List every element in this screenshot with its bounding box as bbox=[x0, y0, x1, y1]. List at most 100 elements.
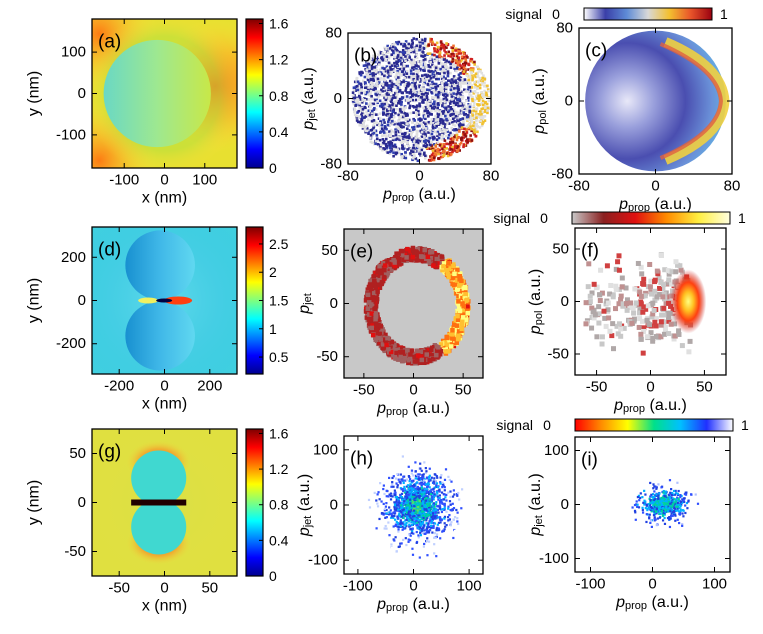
map-cell bbox=[411, 121, 414, 124]
map-cell bbox=[400, 100, 403, 104]
map-cell bbox=[373, 60, 377, 64]
x-axis-label: x (nm) bbox=[142, 396, 187, 413]
map-cell bbox=[353, 107, 356, 110]
map-cell bbox=[445, 42, 448, 45]
colorbar-tick-label: 1.5 bbox=[269, 293, 289, 309]
map-cell bbox=[472, 128, 476, 132]
map-cell bbox=[406, 148, 409, 151]
map-cell bbox=[424, 120, 428, 124]
map-cell bbox=[416, 129, 420, 133]
map-cell bbox=[420, 141, 424, 144]
map-cell bbox=[396, 86, 400, 90]
map-cell bbox=[395, 73, 398, 76]
map-cell bbox=[652, 288, 658, 294]
map-cell bbox=[423, 151, 426, 155]
map-cell bbox=[454, 79, 457, 83]
map-cell bbox=[365, 306, 371, 311]
map-cell bbox=[358, 115, 362, 118]
map-cell bbox=[422, 545, 426, 548]
map-cell bbox=[480, 112, 483, 116]
map-cell bbox=[392, 51, 395, 55]
map-cell bbox=[397, 100, 401, 103]
map-cell bbox=[435, 64, 438, 68]
map-cell bbox=[440, 138, 444, 141]
map-cell bbox=[381, 66, 384, 70]
map-cell bbox=[398, 116, 401, 119]
x-tick-label: 0 bbox=[160, 580, 168, 597]
map-cell bbox=[443, 522, 446, 525]
map-cell bbox=[408, 248, 413, 254]
map-cell bbox=[367, 62, 371, 66]
map-cell bbox=[467, 107, 470, 110]
x-axis-label: pprop (a.u.) bbox=[382, 186, 456, 205]
map-cell bbox=[391, 68, 395, 71]
y-tick-label: 0 bbox=[330, 295, 338, 312]
map-cell bbox=[416, 523, 419, 527]
map-cell bbox=[451, 150, 454, 154]
map-cell bbox=[453, 82, 457, 86]
map-cell bbox=[442, 46, 446, 49]
map-cell bbox=[372, 126, 375, 130]
map-cell bbox=[435, 138, 439, 141]
map-cell bbox=[437, 127, 441, 130]
map-cell bbox=[360, 113, 363, 117]
map-cell bbox=[389, 72, 393, 76]
map-cell bbox=[442, 43, 445, 47]
map-cell bbox=[389, 54, 393, 58]
map-cell bbox=[464, 112, 468, 116]
map-cell bbox=[401, 51, 405, 54]
map-cell bbox=[450, 126, 454, 130]
map-cell bbox=[455, 138, 459, 142]
map-cell bbox=[420, 118, 423, 121]
map-cell bbox=[430, 70, 433, 73]
map-cell bbox=[382, 129, 385, 133]
map-cell bbox=[372, 108, 376, 111]
map-cell bbox=[410, 58, 413, 62]
map-cell bbox=[409, 539, 412, 542]
map-cell bbox=[451, 57, 455, 60]
map-cell bbox=[454, 114, 458, 118]
map-cell bbox=[367, 98, 371, 101]
map-cell bbox=[353, 110, 356, 114]
map-cell bbox=[432, 107, 435, 110]
map-cell bbox=[434, 48, 438, 51]
map-cell bbox=[438, 119, 442, 123]
map-cell bbox=[458, 83, 462, 87]
map-cell bbox=[480, 124, 484, 128]
map-cell bbox=[466, 99, 470, 102]
map-cell bbox=[433, 130, 437, 134]
map-cell bbox=[393, 42, 396, 46]
map-cell bbox=[441, 67, 444, 70]
gap bbox=[156, 298, 173, 303]
map-cell bbox=[408, 82, 411, 86]
map-cell bbox=[482, 74, 485, 78]
map-cell bbox=[469, 67, 473, 70]
map-cell bbox=[470, 120, 474, 124]
map-cell bbox=[396, 347, 401, 352]
map-cell bbox=[620, 301, 626, 307]
map-cell bbox=[470, 117, 473, 120]
map-cell bbox=[410, 245, 416, 251]
map-cell bbox=[406, 64, 410, 68]
map-cell bbox=[464, 139, 468, 143]
map-cell bbox=[481, 93, 484, 97]
map-cell bbox=[468, 109, 472, 113]
map-cell bbox=[410, 39, 414, 42]
map-cell bbox=[444, 92, 447, 96]
map-cell bbox=[469, 103, 472, 106]
map-cell bbox=[417, 69, 421, 73]
map-cell bbox=[455, 313, 460, 319]
map-cell bbox=[427, 63, 430, 67]
map-cell bbox=[658, 253, 664, 259]
map-cell bbox=[400, 143, 404, 146]
map-cell bbox=[444, 66, 448, 69]
map-cell bbox=[414, 61, 418, 64]
map-cell bbox=[386, 51, 390, 55]
map-cell bbox=[439, 121, 443, 125]
map-cell bbox=[425, 75, 429, 78]
map-cell bbox=[443, 528, 446, 531]
map-cell bbox=[423, 354, 428, 360]
map-cell bbox=[380, 88, 383, 92]
map-cell bbox=[415, 44, 419, 48]
map-cell bbox=[653, 323, 659, 329]
